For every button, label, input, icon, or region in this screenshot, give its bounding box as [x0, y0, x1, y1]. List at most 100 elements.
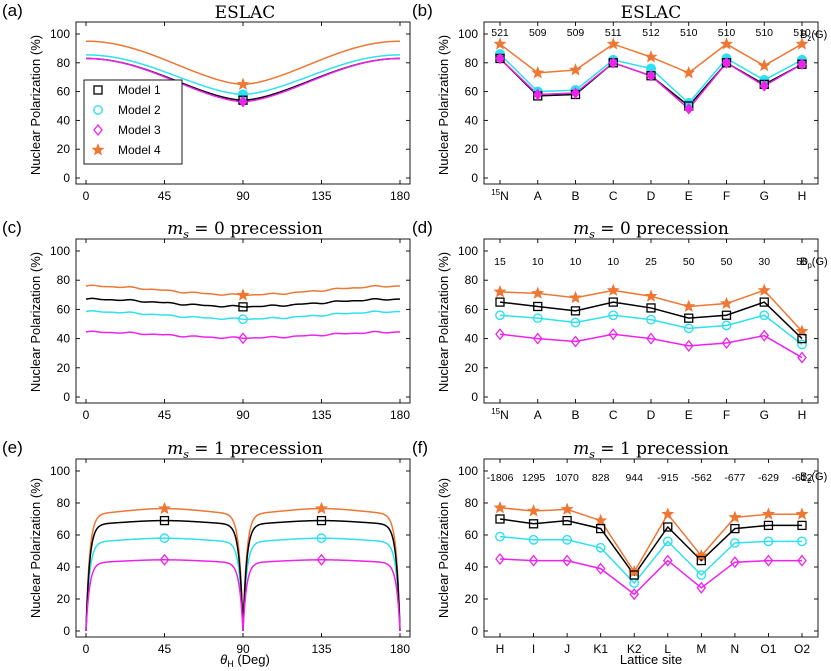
- panel-f-point-model-1: [663, 522, 673, 532]
- panel-b-point-model-3: [646, 69, 656, 82]
- panel-d-ytick-label: 20: [465, 361, 479, 375]
- panel-d-point-model-2: [759, 310, 770, 321]
- legend-marker-model-2: [93, 105, 103, 115]
- panel-e-title: ms = 1 precession: [167, 439, 323, 461]
- panel-a-title: ESLAC: [215, 3, 276, 23]
- panel-e-line-model-3: [85, 559, 401, 632]
- panel-xtick-label: 0: [83, 408, 90, 422]
- panel-d-label: (d): [412, 218, 433, 237]
- panel-e-xlabel-sub: H: [227, 659, 234, 669]
- panel-f-title-m: m: [573, 439, 589, 459]
- panel-f-xlabel: Lattice site: [620, 652, 682, 667]
- panel-f-point-model-1: [562, 515, 572, 526]
- panel-f-title: ms = 1 precession: [573, 439, 729, 461]
- panel-d-point-model-2: [646, 314, 656, 325]
- panel-d-point-model-4: [682, 299, 696, 312]
- panel-e-ytick-label: 0: [63, 624, 70, 638]
- panel-b-point-model-4: [569, 63, 582, 76]
- panel-d-point-model-4: [644, 289, 658, 302]
- panel-f-point-model-4: [661, 507, 675, 520]
- panel-b-field-annotation: 521: [491, 27, 509, 39]
- legend: Model 1 Model 2 Model 3 Model 4: [83, 79, 183, 165]
- panel-f-point-model-3: [797, 554, 807, 567]
- panel-d-xtick-label: C: [609, 408, 618, 422]
- panel-f-point-model-3: [562, 554, 572, 567]
- panel-d-point-model-2: [797, 339, 807, 350]
- legend-label-model-3: Model 3: [118, 123, 161, 137]
- panel-f-xtick-label: K1: [593, 642, 608, 656]
- panel-d-point-model-2: [532, 313, 543, 324]
- panel-d-point-model-4: [606, 283, 620, 296]
- panel-d-title-s: s: [589, 228, 595, 241]
- panel-f-field-sub: z: [807, 476, 811, 485]
- panel-b-title: ESLAC: [621, 3, 682, 23]
- panel-d-xtick-label: D: [647, 408, 656, 422]
- panel-b-field-annotation: 509: [567, 27, 585, 39]
- panel-f-xtick-label: N: [731, 642, 740, 656]
- panel-f-field-main: B: [800, 471, 807, 483]
- panel-b-field-sub: z: [807, 34, 811, 43]
- panel-a-ytick-label: 40: [57, 113, 71, 127]
- panel-xtick-label: 135: [311, 189, 331, 203]
- panel-f-line-model-4: [499, 507, 802, 574]
- panel-b-point-model-3: [797, 58, 807, 71]
- panel-d-point-model-3: [683, 339, 694, 352]
- panel-d-ylabel: Nuclear Polarization (%): [436, 252, 451, 392]
- panel-d-title: ms = 0 precession: [573, 219, 729, 241]
- panel-f-field-annotation: 944: [625, 472, 643, 484]
- panel-e-title-m: m: [167, 439, 183, 459]
- panel-f-ytick-label: 40: [465, 560, 479, 574]
- panel-b-point-model-3: [721, 56, 732, 69]
- panel-a-marker-model-4: [236, 77, 250, 90]
- panel-e-title-rest: = 1 precession: [189, 439, 323, 459]
- panel-b-xtick-label: C: [609, 189, 618, 203]
- panel-c-axes-box: [75, 238, 411, 404]
- panel-d-field-annotation: 50: [796, 256, 808, 268]
- panel-d-xtick-label: B: [571, 408, 579, 422]
- panel-d-point-model-2: [608, 310, 619, 321]
- panel-d-field-annotation: 10: [532, 256, 544, 268]
- panel-a-marker-model-3: [238, 95, 248, 108]
- panel-d-ytick-label: 60: [465, 302, 479, 316]
- panel-d-point-model-1: [759, 297, 769, 307]
- panel-b-xtick-label: B: [571, 189, 579, 203]
- panel-f-point-model-3: [730, 556, 740, 569]
- panel-e-ytick-label: 20: [57, 592, 71, 606]
- panel-d-point-model-3: [608, 328, 619, 341]
- panel-e: (e) ms = 1 precession Nuclear Polarizati…: [2, 438, 411, 669]
- panel-d-field-annotation: 30: [758, 256, 770, 268]
- panel-c-marker-model-1: [238, 302, 248, 312]
- panel-d-field-label: Bp(G): [800, 256, 828, 270]
- panel-d-point-model-1: [684, 313, 694, 323]
- panel-c-line-model-1: [85, 297, 401, 308]
- panel-f-field-annotation: 1070: [555, 472, 579, 484]
- panel-b-field-annotation: 510: [718, 27, 736, 39]
- panel-d-xtick-label-base: N: [500, 408, 509, 422]
- panel-f-point-model-4: [761, 507, 775, 520]
- panel-f-line-model-2: [499, 535, 802, 585]
- panel-f-xtick-label: H: [496, 642, 505, 656]
- panel-f-field-unit: (G): [811, 471, 827, 483]
- panel-b-field-annotation: 510: [793, 27, 811, 39]
- panel-b-point-model-3: [759, 80, 769, 92]
- panel-d-point-model-3: [721, 336, 732, 350]
- panel-d-field-annotation: 15: [494, 256, 506, 268]
- panel-e-ytick-label: 40: [57, 560, 71, 574]
- panel-b-field-annotation: 511: [605, 27, 622, 39]
- panel-c-ytick-label: 100: [50, 244, 70, 258]
- panel-f-point-model-3: [696, 581, 707, 594]
- panel-b-xtick-label: F: [723, 189, 730, 203]
- panel-xtick-label: 90: [236, 642, 250, 656]
- panel-b-xtick-label: A: [534, 189, 542, 203]
- panel-b-axes-box: [483, 21, 819, 185]
- panel-e-marker-model-4: [158, 501, 171, 515]
- panel-f-point-model-2: [662, 536, 673, 547]
- panel-c-label: (c): [2, 218, 22, 237]
- panel-f-field-label: Bz(G): [800, 471, 827, 485]
- panel-d-point-model-1: [495, 297, 505, 307]
- panel-f-axes-box: [483, 458, 819, 638]
- panel-d-xtick-label: G: [760, 408, 769, 422]
- panel-e-marker-model-3: [159, 553, 170, 566]
- panel-d-point-model-3: [759, 329, 770, 342]
